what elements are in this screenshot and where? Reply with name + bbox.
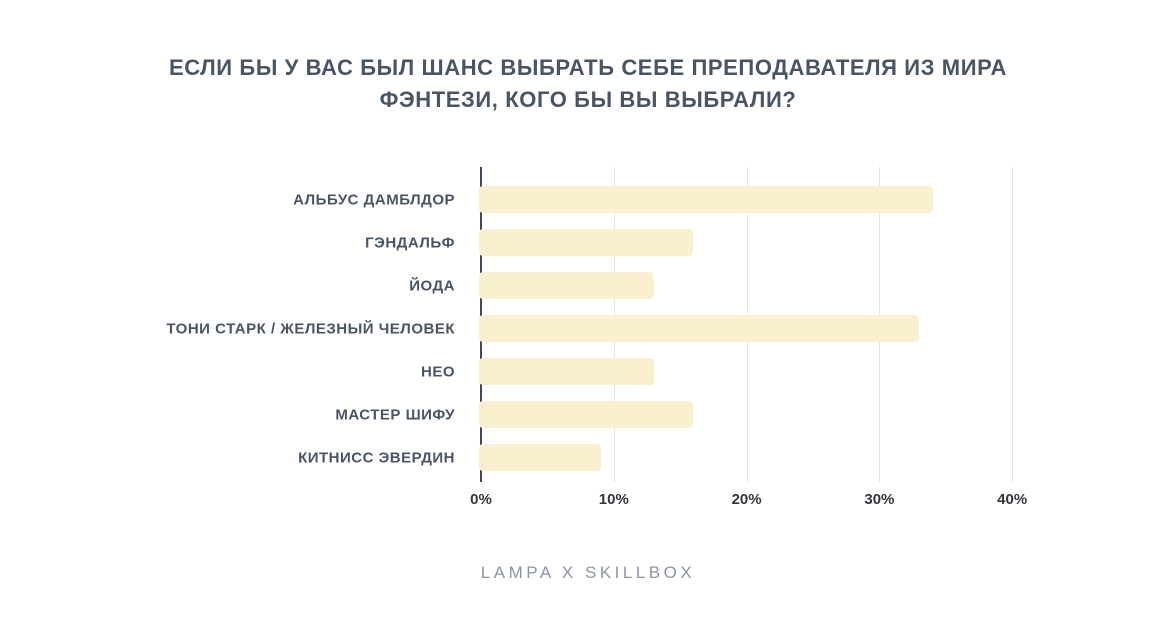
- bar: [479, 444, 601, 471]
- chart-title-line-1: ЕСЛИ БЫ У ВАС БЫЛ ШАНС ВЫБРАТЬ СЕБЕ ПРЕП…: [169, 55, 1007, 80]
- bar: [479, 186, 933, 213]
- bar: [479, 358, 654, 385]
- category-label: АЛЬБУС ДАМБЛДОР: [293, 191, 455, 208]
- bar: [479, 315, 920, 342]
- bar: [479, 272, 654, 299]
- x-tick-label: 40%: [997, 491, 1028, 508]
- category-label: МАСТЕР ШИФУ: [335, 406, 455, 423]
- x-tick-label: 10%: [598, 491, 629, 508]
- bar: [479, 401, 694, 428]
- category-label: ЙОДА: [409, 277, 455, 294]
- x-tick-label: 20%: [731, 491, 762, 508]
- x-tick-label: 30%: [864, 491, 895, 508]
- footer-brand: LAMPA X SKILLBOX: [480, 563, 696, 582]
- category-label: ТОНИ СТАРК / ЖЕЛЕЗНЫЙ ЧЕЛОВЕК: [166, 320, 455, 337]
- chart-title: ЕСЛИ БЫ У ВАС БЫЛ ШАНС ВЫБРАТЬ СЕБЕ ПРЕП…: [0, 52, 1176, 116]
- x-tick-label: 0%: [470, 491, 492, 508]
- gridline: [1012, 167, 1014, 482]
- category-label: НЕО: [420, 363, 455, 380]
- category-label: КИТНИСС ЭВЕРДИН: [298, 449, 455, 466]
- chart-title-line-2: ФЭНТЕЗИ, КОГО БЫ ВЫ ВЫБРАЛИ?: [379, 87, 797, 112]
- category-label: ГЭНДАЛЬФ: [365, 234, 455, 251]
- bar: [479, 229, 694, 256]
